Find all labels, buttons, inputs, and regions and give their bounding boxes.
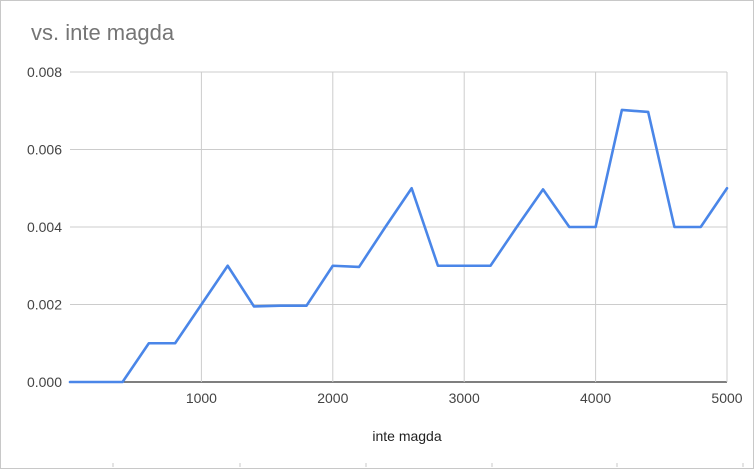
bottom-tick-marks	[112, 463, 744, 467]
chart-title: vs. inte magda	[31, 20, 175, 45]
x-axis-label: inte magda	[372, 428, 441, 444]
y-tick-label: 0.006	[27, 142, 62, 158]
x-tick-label: 3000	[449, 390, 480, 406]
y-tick-label: 0.008	[27, 64, 62, 80]
grid-lines	[70, 71, 728, 383]
y-tick-label: 0.004	[27, 219, 62, 235]
y-tick-label: 0.000	[27, 374, 62, 390]
x-tick-label: 5000	[711, 390, 742, 406]
y-tick-label: 0.002	[27, 297, 62, 313]
series-line	[68, 108, 729, 384]
x-tick-label: 4000	[580, 390, 611, 406]
x-tick-label: 1000	[186, 390, 217, 406]
x-tick-label: 2000	[317, 390, 348, 406]
tick-labels: 0.000 0.002 0.004 0.006 0.008 1000 2000 3000 400…	[27, 64, 743, 406]
series-lines	[68, 108, 729, 384]
